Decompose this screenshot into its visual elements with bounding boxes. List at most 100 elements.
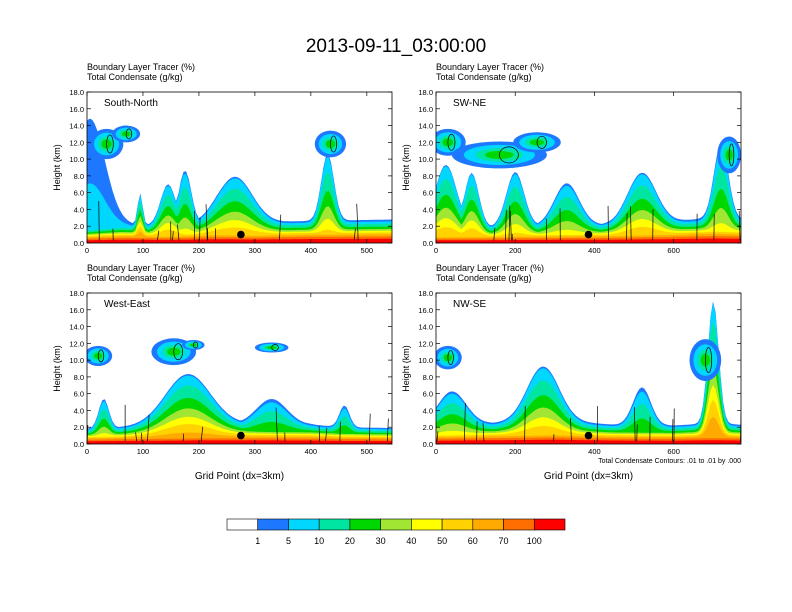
tracer-field	[87, 118, 392, 243]
condensate-contour	[325, 427, 328, 442]
x-tick-label: 0	[434, 246, 438, 255]
condensate-contour	[135, 432, 137, 442]
x-tick-label: 500	[361, 447, 374, 456]
panel-header-line: Boundary Layer Tracer (%)	[436, 62, 544, 72]
condensate-contour	[125, 128, 133, 140]
colorbar-swatch	[318, 518, 351, 531]
x-tick-label: 300	[249, 246, 262, 255]
location-marker	[237, 431, 245, 440]
colorbar-label: 1	[255, 536, 260, 546]
colorbar-swatch	[288, 518, 320, 531]
y-tick-label: 18.0	[69, 289, 84, 298]
panel-header-line: Boundary Layer Tracer (%)	[87, 263, 195, 273]
tracer-band-10	[87, 440, 392, 444]
condensate-contour	[505, 209, 507, 241]
plot-frame	[435, 91, 742, 244]
panel-label: SW-NE	[453, 98, 486, 109]
y-axis-title: Height (km)	[52, 144, 62, 191]
x-tick-label: 300	[249, 447, 262, 456]
contour-footnote: Total Condensate Contours: .01 to .01 by…	[598, 458, 741, 465]
y-tick-label: 14.0	[418, 122, 433, 131]
x-axis-title: Grid Point (dx=3km)	[195, 471, 284, 482]
x-tick-label: 200	[509, 447, 522, 456]
plot-frame	[86, 292, 393, 445]
y-tick-label: 6.0	[423, 390, 433, 399]
panel-nw-se: Boundary Layer Tracer (%)Total Condensat…	[401, 263, 742, 482]
panel-sw-ne: Boundary Layer Tracer (%)Total Condensat…	[401, 62, 742, 255]
condensate-contour	[499, 146, 519, 164]
panel-header-line: Total Condensate (g/kg)	[87, 273, 183, 283]
panel-header-line: Boundary Layer Tracer (%)	[436, 263, 544, 273]
colorbar-label: 20	[345, 536, 355, 546]
condensate-contour	[626, 213, 628, 241]
x-tick-label: 200	[193, 447, 206, 456]
x-tick-label: 200	[509, 246, 522, 255]
condensate-contour	[463, 403, 466, 442]
colorbar: 1 5 10 20 30 40 50 60 70 100	[226, 518, 566, 546]
colorbar-label: 70	[499, 536, 509, 546]
y-tick-label: 2.0	[423, 222, 433, 231]
x-tick-label: 100	[137, 447, 150, 456]
condensate-contour	[172, 231, 174, 241]
y-tick-label: 8.0	[423, 373, 433, 382]
panel-label-bg	[442, 96, 524, 110]
colorbar-swatch	[503, 518, 535, 531]
tracer-field	[436, 301, 741, 444]
condensate-contour	[200, 426, 204, 442]
y-tick-label: 10.0	[418, 356, 433, 365]
y-tick-label: 16.0	[69, 105, 84, 114]
y-tick-label: 8.0	[423, 172, 433, 181]
condensate-contour	[482, 422, 485, 442]
condensate-contour	[636, 424, 638, 442]
condensate-contour	[318, 425, 321, 442]
y-tick-label: 14.0	[418, 323, 433, 332]
tracer-field	[436, 128, 741, 243]
x-tick-label: 0	[85, 246, 89, 255]
panel-header-line: Total Condensate (g/kg)	[436, 273, 532, 283]
x-tick-label: 600	[667, 246, 680, 255]
condensate-contour	[436, 431, 439, 442]
condensate-contour	[476, 421, 478, 442]
panel-label-bg	[93, 297, 175, 311]
condensate-contour	[330, 135, 338, 153]
y-tick-label: 16.0	[418, 105, 433, 114]
y-tick-label: 6.0	[74, 189, 84, 198]
x-tick-label: 100	[137, 246, 150, 255]
colorbar-swatch	[441, 518, 474, 531]
x-tick-label: 500	[361, 246, 374, 255]
colorbar-label: 5	[286, 536, 291, 546]
condensate-contour	[630, 206, 632, 241]
x-tick-label: 400	[588, 246, 601, 255]
plot-frame	[435, 292, 742, 445]
y-tick-label: 2.0	[74, 222, 84, 231]
condensate-contour	[728, 143, 735, 167]
condensate-contour	[705, 347, 713, 374]
y-tick-label: 4.0	[74, 406, 84, 415]
condensate-contour	[493, 227, 496, 241]
condensate-contour	[147, 414, 150, 442]
colorbar-swatch	[257, 518, 289, 531]
condensate-contour	[369, 413, 371, 442]
y-tick-label: 2.0	[423, 423, 433, 432]
condensate-contour	[353, 228, 356, 241]
y-tick-label: 10.0	[418, 155, 433, 164]
x-tick-label: 0	[434, 447, 438, 456]
y-tick-label: 0.0	[74, 239, 84, 248]
colorbar-swatch	[411, 518, 443, 531]
y-tick-label: 0.0	[74, 440, 84, 449]
y-tick-label: 16.0	[418, 306, 433, 315]
colorbar-label: 100	[527, 536, 542, 546]
y-tick-label: 4.0	[423, 406, 433, 415]
y-tick-label: 2.0	[74, 423, 84, 432]
panel-label: NW-SE	[453, 299, 486, 310]
location-marker	[584, 230, 593, 239]
y-tick-label: 12.0	[418, 339, 433, 348]
colorbar-label: 40	[406, 536, 416, 546]
condensate-contour	[634, 407, 636, 442]
x-axis-title: Grid Point (dx=3km)	[544, 471, 633, 482]
y-tick-label: 6.0	[74, 390, 84, 399]
condensate-contour	[671, 418, 674, 442]
panel-label: South-North	[104, 98, 158, 109]
tracer-band-10	[87, 238, 392, 243]
panel-label-bg	[93, 96, 175, 110]
